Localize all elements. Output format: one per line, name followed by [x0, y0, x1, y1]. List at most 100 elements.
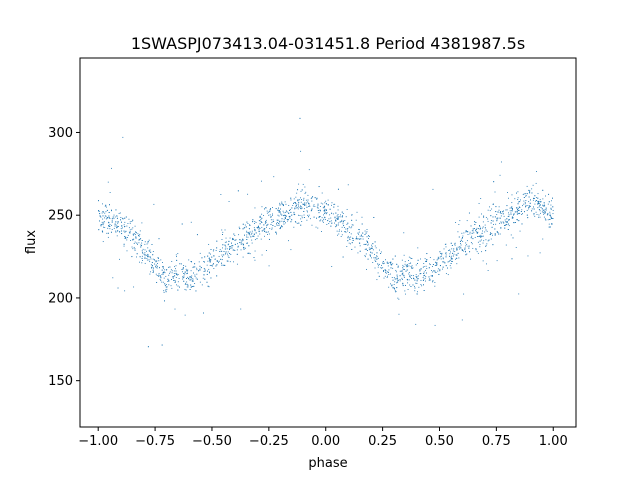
- scatter-point: [550, 204, 552, 206]
- scatter-point: [123, 230, 125, 232]
- scatter-point: [259, 217, 261, 218]
- scatter-point: [385, 271, 387, 273]
- scatter-point: [225, 237, 227, 239]
- scatter-point: [371, 252, 373, 254]
- scatter-point: [265, 207, 267, 209]
- scatter-point: [254, 259, 256, 261]
- scatter-point: [531, 192, 533, 194]
- scatter-point: [98, 210, 100, 212]
- scatter-point: [433, 259, 435, 261]
- scatter-point: [507, 229, 509, 230]
- scatter-point: [157, 265, 158, 267]
- scatter-point: [146, 250, 147, 252]
- scatter-point: [195, 277, 197, 279]
- scatter-point: [450, 256, 452, 258]
- scatter-point: [295, 205, 297, 206]
- scatter-point: [548, 201, 550, 203]
- scatter-point: [338, 218, 339, 220]
- scatter-point: [396, 274, 398, 276]
- scatter-point: [272, 207, 273, 208]
- scatter-point: [508, 219, 510, 221]
- scatter-point: [305, 204, 307, 206]
- scatter-point: [360, 238, 362, 240]
- scatter-point: [163, 290, 165, 292]
- scatter-point: [293, 211, 295, 213]
- scatter-point: [425, 269, 426, 271]
- scatter-point: [529, 191, 530, 193]
- scatter-point: [105, 204, 107, 206]
- scatter-point: [108, 225, 110, 226]
- scatter-point: [138, 235, 140, 237]
- scatter-point: [137, 233, 139, 235]
- scatter-point: [99, 215, 101, 217]
- scatter-point: [397, 279, 399, 281]
- scatter-point: [376, 279, 378, 281]
- scatter-point: [499, 212, 501, 214]
- scatter-point: [116, 217, 118, 219]
- scatter-point: [385, 269, 386, 271]
- scatter-point: [127, 237, 129, 239]
- scatter-point: [102, 218, 104, 220]
- scatter-point: [552, 218, 554, 220]
- scatter-point: [511, 217, 513, 219]
- scatter-point: [305, 199, 307, 201]
- scatter-point: [361, 235, 363, 237]
- scatter-point: [501, 222, 502, 224]
- scatter-point: [117, 222, 119, 224]
- scatter-point: [139, 256, 141, 258]
- scatter-point: [368, 235, 369, 237]
- scatter-point: [538, 206, 540, 208]
- scatter-point: [508, 223, 509, 225]
- scatter-point: [224, 245, 226, 247]
- scatter-point: [176, 259, 178, 261]
- scatter-point: [485, 244, 487, 246]
- scatter-point: [512, 217, 514, 219]
- scatter-point: [410, 266, 412, 267]
- scatter-point: [476, 251, 478, 253]
- scatter-point: [394, 290, 396, 292]
- scatter-point: [457, 252, 459, 254]
- scatter-point: [468, 247, 470, 249]
- scatter-point: [288, 205, 290, 206]
- scatter-point: [176, 273, 178, 275]
- scatter-point: [297, 207, 299, 209]
- scatter-point: [123, 224, 125, 226]
- scatter-point: [549, 213, 551, 215]
- scatter-point: [436, 259, 438, 261]
- scatter-point: [186, 272, 188, 274]
- scatter-point: [414, 290, 416, 292]
- scatter-point: [377, 263, 379, 265]
- scatter-point: [232, 249, 234, 251]
- scatter-point: [487, 240, 489, 242]
- scatter-point: [549, 219, 551, 220]
- scatter-point: [158, 274, 160, 276]
- scatter-point: [413, 278, 415, 280]
- scatter-point: [544, 210, 546, 212]
- scatter-point: [429, 279, 431, 281]
- scatter-point: [266, 231, 268, 233]
- scatter-point: [175, 277, 177, 278]
- scatter-point: [465, 230, 467, 232]
- scatter-point: [300, 208, 302, 210]
- scatter-point: [544, 209, 546, 210]
- scatter-point: [175, 265, 177, 267]
- scatter-point: [298, 202, 300, 204]
- scatter-point: [411, 275, 413, 276]
- scatter-point: [220, 258, 222, 260]
- scatter-point: [422, 277, 424, 278]
- scatter-point: [550, 217, 552, 219]
- scatter-point: [403, 232, 405, 234]
- scatter-point: [517, 208, 519, 210]
- scatter-point: [395, 269, 397, 271]
- scatter-point: [238, 234, 240, 236]
- scatter-point: [511, 258, 513, 260]
- scatter-point: [115, 221, 117, 223]
- scatter-point: [288, 216, 290, 218]
- scatter-point: [297, 203, 299, 205]
- scatter-point: [409, 276, 411, 278]
- scatter-point: [306, 219, 308, 221]
- scatter-point: [295, 206, 297, 207]
- scatter-point: [283, 205, 284, 207]
- scatter-point: [542, 238, 544, 240]
